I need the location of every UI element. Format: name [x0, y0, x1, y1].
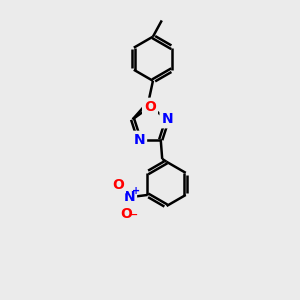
Text: O: O — [144, 100, 156, 114]
Text: N: N — [161, 112, 173, 126]
Text: N: N — [134, 133, 145, 147]
Text: −: − — [128, 209, 138, 219]
Text: +: + — [132, 186, 140, 196]
Text: O: O — [120, 207, 132, 221]
Text: N: N — [123, 190, 135, 204]
Text: O: O — [112, 178, 124, 192]
